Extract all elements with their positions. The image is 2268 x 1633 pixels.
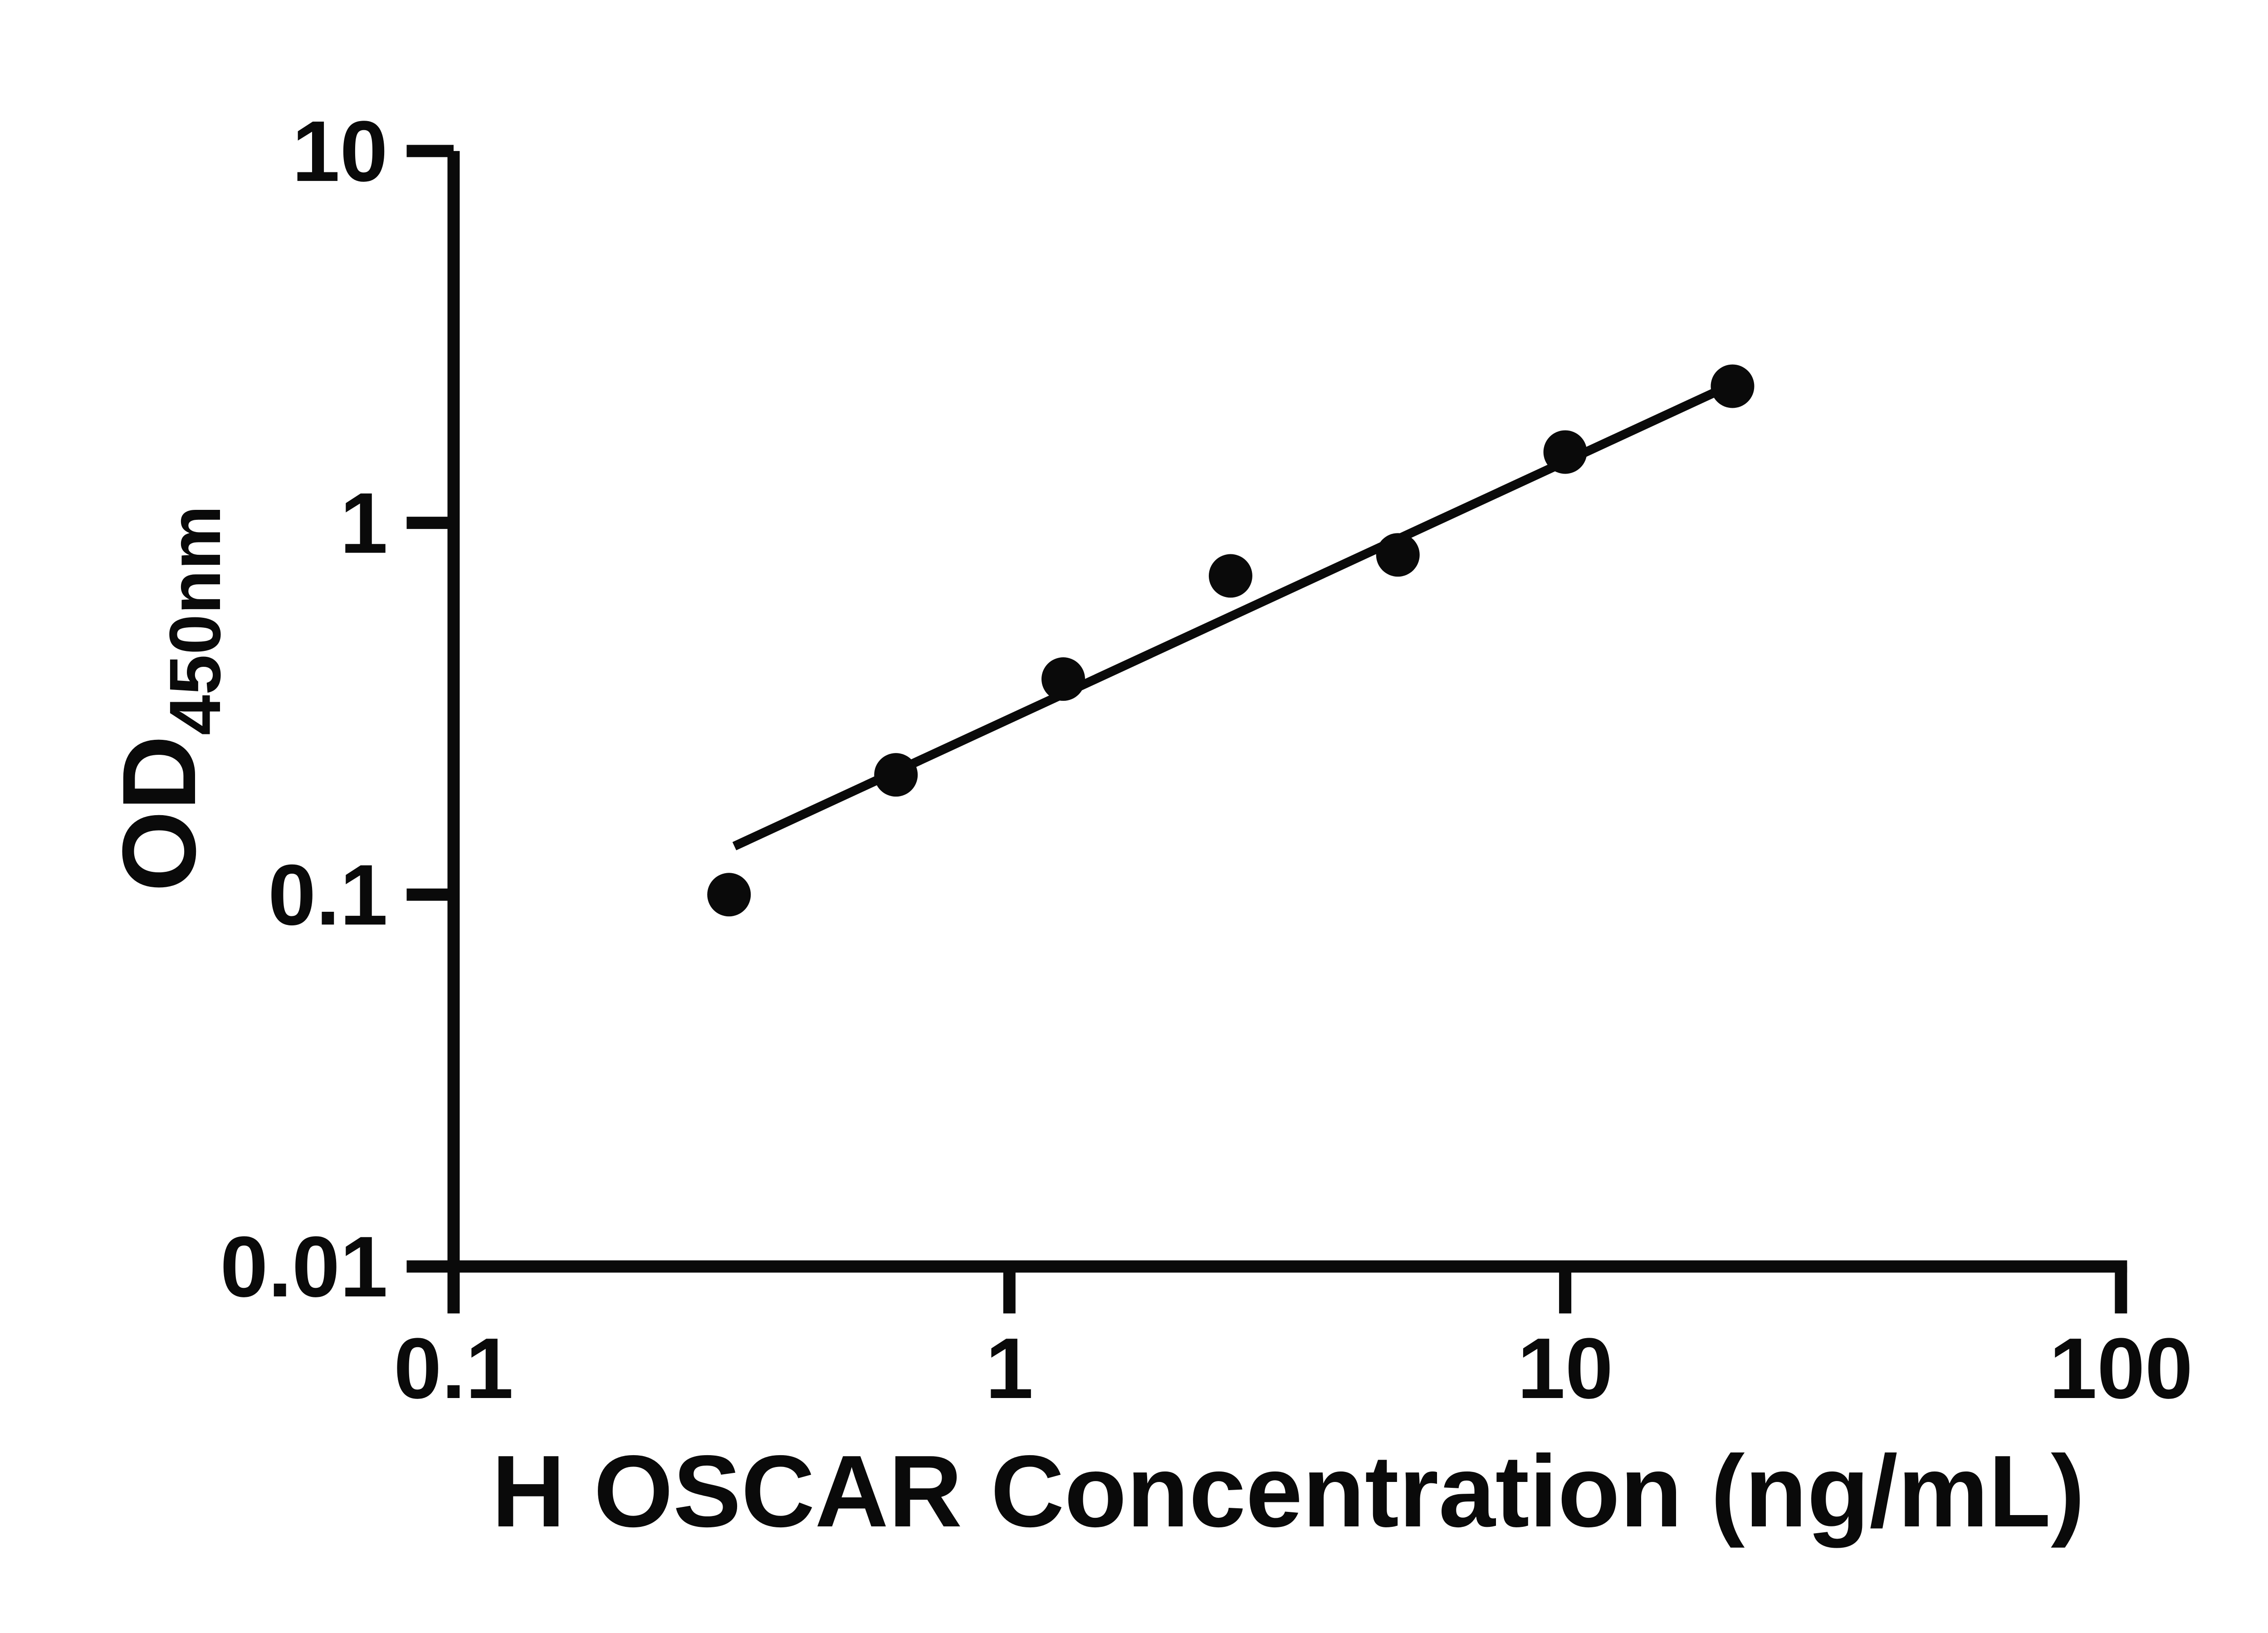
y-axis-tick-label: 1 xyxy=(340,475,388,572)
y-axis-title-subscript: 450nm xyxy=(154,505,235,735)
y-axis-title-main: OD xyxy=(101,735,217,892)
data-point xyxy=(1376,533,1420,577)
y-axis-tick-label: 10 xyxy=(292,103,388,200)
x-axis-tick-label: 10 xyxy=(1517,1320,1613,1417)
x-axis-title: H OSCAR Concentration (ng/mL) xyxy=(492,1434,2085,1548)
x-axis-tick-label: 1 xyxy=(985,1320,1033,1417)
y-axis-tick-label: 0.1 xyxy=(268,847,388,943)
x-axis-tick-label: 0.1 xyxy=(394,1320,513,1417)
data-point xyxy=(1711,364,1755,408)
y-axis-title: OD450nm xyxy=(101,505,235,892)
data-point xyxy=(1543,430,1587,474)
data-point xyxy=(707,873,751,917)
data-point xyxy=(1208,554,1252,598)
data-point xyxy=(1041,657,1085,701)
x-axis-tick-label: 100 xyxy=(2049,1320,2193,1417)
data-point xyxy=(874,753,918,797)
y-axis-tick-label: 0.01 xyxy=(220,1219,388,1315)
